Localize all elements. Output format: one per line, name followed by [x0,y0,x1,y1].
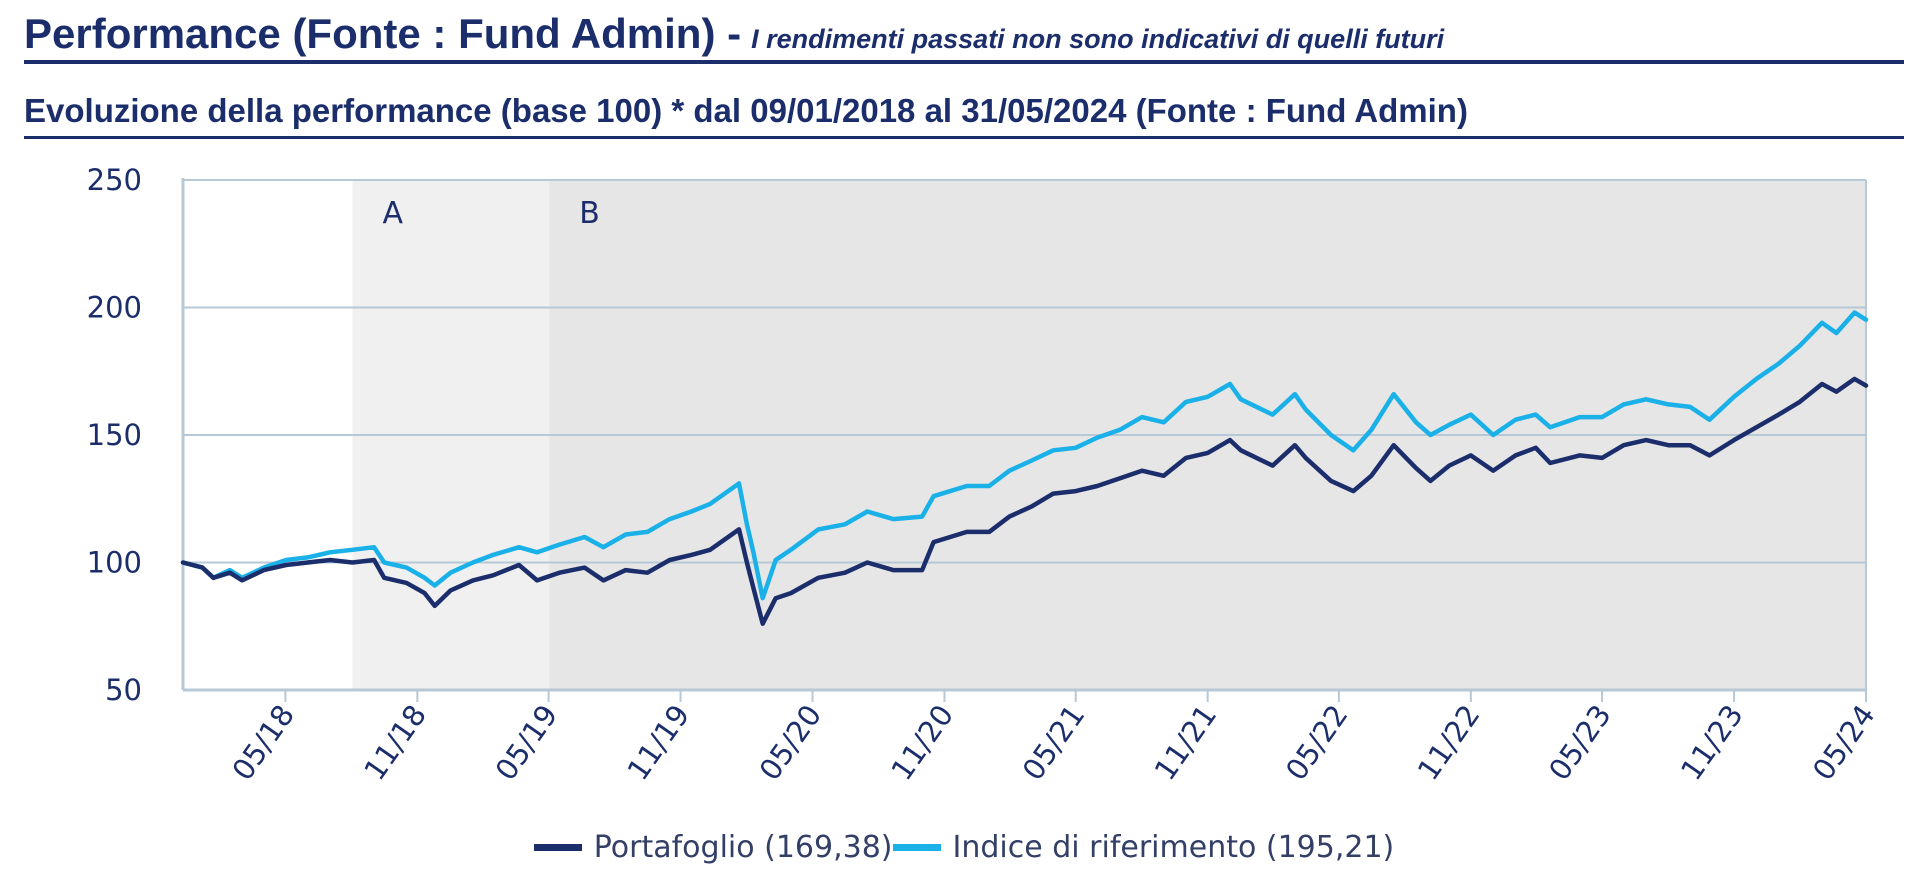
page-title: Performance (Fonte : Fund Admin) - [24,10,742,57]
legend-label-index: Indice di riferimento (195,21) [952,829,1395,865]
performance-chart: 50 100 150 200 250 05/18 11/18 05/19 11/19 05/20… [87,163,1882,787]
y-tick-label: 50 [105,673,142,707]
y-tick-label: 250 [87,163,142,197]
page-title-row: Performance (Fonte : Fund Admin) - I rend… [24,8,1904,64]
x-tick-label: 05/19 [489,699,565,787]
legend-item-portfolio: Portafoglio (169,38) [533,829,893,865]
x-tick-label: 05/18 [225,699,301,787]
period-label-b: B [579,196,600,231]
legend-swatch-portfolio [533,843,582,851]
legend-label-portfolio: Portafoglio (169,38) [593,829,893,865]
legend-swatch-index [892,843,941,851]
period-label-a: A [382,196,403,231]
legend-item-index: Indice di riferimento (195,21) [892,829,1395,865]
x-tick-label: 05/23 [1542,699,1618,787]
x-tick-label: 11/22 [1411,699,1487,787]
chart-title: Evoluzione della performance (base 100) … [24,92,1468,129]
chart-legend: Portafoglio (169,38) Indice di riferimen… [0,822,1928,872]
disclaimer-text: I rendimenti passati non sono indicativi… [751,24,1445,54]
x-tick-label: 11/19 [620,699,696,787]
x-tick-label: 05/20 [752,699,828,787]
y-tick-label: 100 [87,546,142,580]
chart-title-row: Evoluzione della performance (base 100) … [24,86,1904,139]
x-tick-label: 11/18 [357,699,433,787]
x-tick-label: 05/24 [1806,699,1882,787]
x-tick-label: 11/23 [1674,699,1750,787]
series-line-index [180,310,1869,601]
x-tick-label: 11/21 [1148,699,1224,787]
x-tick-label: 05/22 [1279,699,1355,787]
x-tick-label: 11/20 [884,699,960,787]
y-tick-label: 150 [87,418,142,452]
x-tick-label: 05/21 [1016,699,1092,787]
y-tick-label: 200 [87,291,142,325]
series-line-portfolio [180,376,1869,626]
